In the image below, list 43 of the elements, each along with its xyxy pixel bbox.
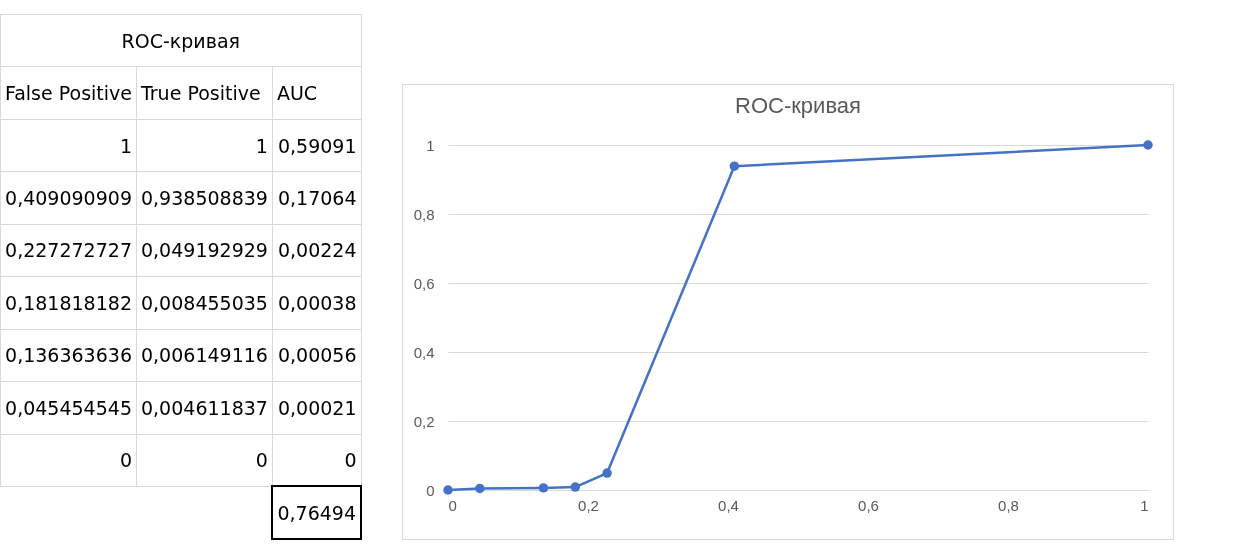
point	[1143, 140, 1153, 150]
text: 0,17064	[272, 171, 361, 225]
point	[443, 485, 453, 495]
y-tick-label: 1	[426, 136, 435, 154]
x-tick-label: 0	[448, 496, 457, 514]
text: 1	[136, 119, 273, 172]
text: 0,00038	[272, 276, 361, 330]
text: 0,136363636	[0, 329, 137, 382]
text: 0,00224	[272, 224, 361, 277]
point	[729, 161, 740, 171]
text: 0,006149116	[136, 329, 273, 382]
x-tick-label: 0,6	[858, 496, 879, 514]
text: 0,409090909	[0, 171, 137, 225]
text: 0,008455035	[136, 276, 273, 330]
text: ROC-кривая	[0, 14, 361, 67]
y-tick-label: 0,2	[413, 412, 435, 430]
text: 0,76494	[272, 486, 361, 539]
text: False Positive	[0, 66, 137, 120]
x-tick-label: 1	[1140, 496, 1149, 514]
text: 0,227272727	[0, 224, 137, 277]
point	[570, 482, 581, 492]
text: 0,004611837	[136, 381, 273, 434]
text: AUC	[272, 66, 361, 120]
text: True Positive	[136, 66, 273, 120]
text: 0,181818182	[0, 276, 137, 330]
y-tick-label: 0,6	[413, 274, 435, 292]
chart-title: ROC-кривая	[735, 93, 861, 118]
text: 1	[0, 119, 137, 172]
x-tick-label: 0,8	[998, 496, 1019, 514]
text: 0,049192929	[136, 224, 273, 277]
y-tick-label: 0,4	[413, 343, 435, 361]
text: 0,59091	[272, 119, 361, 172]
point	[602, 468, 612, 478]
y-tick-label: 0	[426, 481, 435, 499]
text: 0,00021	[272, 381, 361, 434]
text: 0,045454545	[0, 381, 137, 434]
x-tick-label: 0,2	[578, 496, 599, 514]
text: 0,00056	[272, 329, 361, 382]
point	[538, 483, 549, 493]
y-tick-label: 0,8	[413, 205, 435, 223]
text: 0,938508839	[136, 171, 273, 225]
x-tick-label: 0,4	[718, 496, 739, 514]
point	[475, 483, 485, 494]
